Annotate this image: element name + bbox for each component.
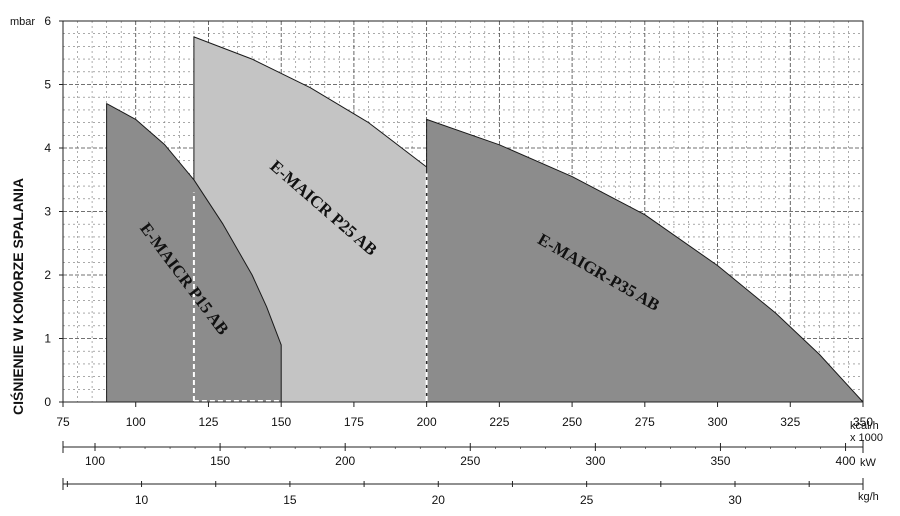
x-tick-label: 275 xyxy=(635,415,655,429)
x-tick-label: 300 xyxy=(708,415,728,429)
y-tick-label: 6 xyxy=(44,14,51,28)
kw-tick-label: 150 xyxy=(210,454,230,468)
x-tick-label: 125 xyxy=(198,415,218,429)
kw-tick-label: 300 xyxy=(585,454,605,468)
x-axis-kw: 100 150 200 250 300 350 400 xyxy=(62,441,864,468)
x-tick-label: 350 xyxy=(853,415,873,429)
y-tick-label: 4 xyxy=(44,141,51,155)
y-tick-label: 5 xyxy=(44,78,51,92)
y-axis-label: CIŚNIENIE W KOMORZE SPALANIA xyxy=(9,178,26,415)
x-tick-label: 75 xyxy=(56,415,70,429)
y-unit-label: mbar xyxy=(10,16,35,28)
kw-tick-label: 200 xyxy=(335,454,355,468)
x-unit-kw: kW xyxy=(860,457,877,469)
series-areas xyxy=(106,36,864,403)
kg-tick-label: 25 xyxy=(580,493,594,507)
x-tick-label: 225 xyxy=(489,415,509,429)
x-tick-label: 100 xyxy=(126,415,146,429)
x-unit-kcal-multiplier: x 1000 xyxy=(850,432,883,444)
x-tick-label: 325 xyxy=(780,415,800,429)
x-tick-label: 175 xyxy=(344,415,364,429)
x-unit-kg: kg/h xyxy=(858,491,879,503)
x-axis-kcal: 75 100 125 150 175 200 225 250 275 300 325 350 xyxy=(56,402,873,429)
x-tick-label: 250 xyxy=(562,415,582,429)
x-unit-kcal: kcal/h xyxy=(850,420,879,432)
y-tick-label: 2 xyxy=(44,268,51,282)
x-tick-label: 150 xyxy=(271,415,291,429)
kw-tick-label: 250 xyxy=(460,454,480,468)
x-axis-kg: 10 15 20 25 30 xyxy=(62,478,864,507)
kw-tick-label: 100 xyxy=(85,454,105,468)
kw-tick-label: 400 xyxy=(836,454,856,468)
y-tick-label: 0 xyxy=(44,395,51,409)
y-tick-label: 3 xyxy=(44,205,51,219)
y-axis: 0 1 2 3 4 5 6 xyxy=(44,14,63,409)
kg-tick-label: 20 xyxy=(432,493,446,507)
series-boundaries xyxy=(192,173,428,402)
series-area xyxy=(426,118,864,403)
kw-tick-label: 350 xyxy=(710,454,730,468)
y-tick-label: 1 xyxy=(44,332,51,346)
kg-tick-label: 10 xyxy=(135,493,149,507)
x-tick-label: 200 xyxy=(417,415,437,429)
kg-tick-label: 15 xyxy=(283,493,297,507)
kg-tick-label: 30 xyxy=(728,493,742,507)
